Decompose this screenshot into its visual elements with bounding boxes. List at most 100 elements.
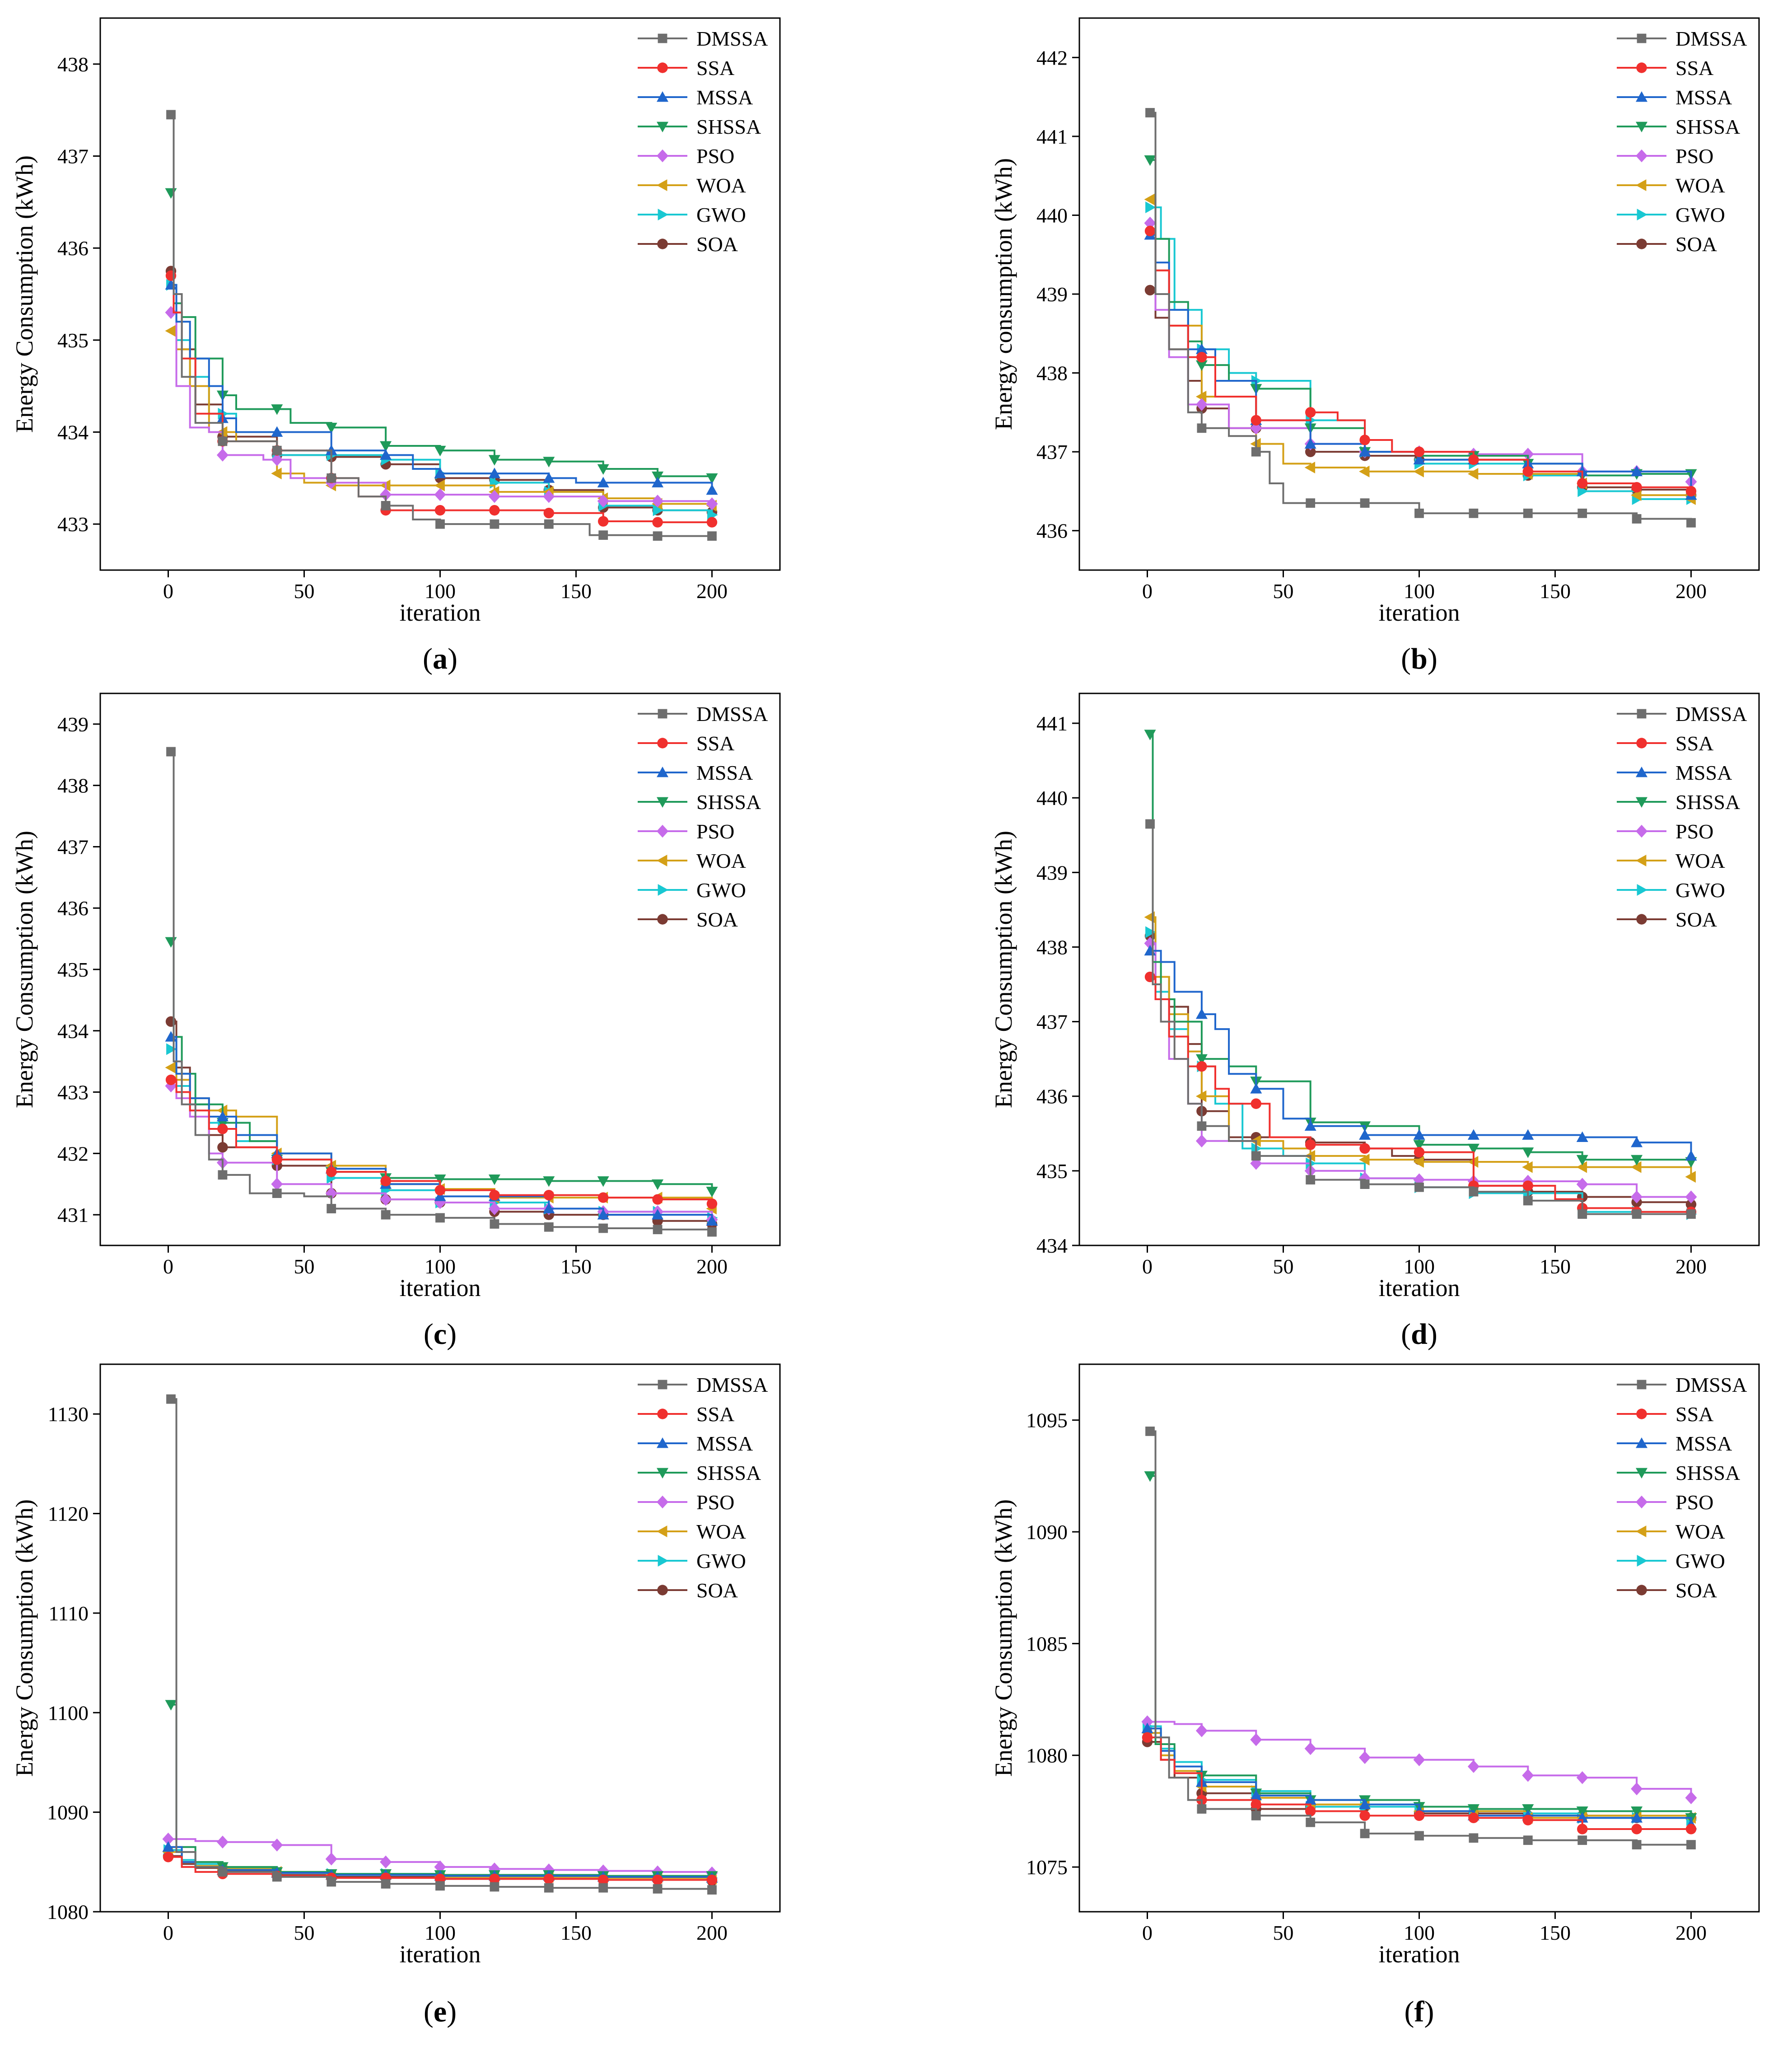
legend-entry-ssa: SSA	[696, 1403, 734, 1426]
y-tick-label: 439	[1036, 283, 1068, 306]
series-line-shssa	[1150, 1475, 1692, 1818]
y-tick-label: 1120	[48, 1502, 89, 1526]
data-point	[1469, 508, 1479, 518]
data-point	[544, 1222, 554, 1232]
legend: DMSSA SSA MSSA SHSSA PSO WOA GWO SOA	[1617, 27, 1747, 256]
y-tick-label: 1085	[1026, 1632, 1068, 1655]
data-point	[543, 1203, 555, 1213]
data-point	[1523, 1196, 1533, 1206]
x-tick-label: 200	[1675, 1255, 1707, 1278]
y-tick-label: 433	[57, 1081, 89, 1104]
data-point	[1631, 1782, 1643, 1796]
panel-letter: c	[434, 1318, 447, 1351]
x-axis-label: iteration	[1379, 1274, 1460, 1301]
data-point	[1685, 1791, 1697, 1805]
series-shssa	[1144, 155, 1697, 482]
legend-entry-dmssa: DMSSA	[696, 1373, 768, 1396]
y-axis-label: Energy Consumption (kWh)	[990, 831, 1017, 1108]
legend-entry-shssa: SHSSA	[1675, 115, 1740, 138]
data-point	[1631, 465, 1643, 477]
x-tick-label: 100	[1404, 1255, 1435, 1278]
legend-marker	[1636, 122, 1647, 132]
series-ssa	[165, 1074, 718, 1209]
data-point	[1359, 1810, 1370, 1821]
data-point	[1195, 1054, 1208, 1065]
legend-marker	[1636, 179, 1647, 191]
data-point	[272, 1872, 282, 1882]
data-point	[597, 1209, 609, 1220]
data-point	[706, 517, 718, 528]
y-tick-label: 435	[57, 958, 89, 981]
data-point	[1631, 489, 1642, 501]
x-tick-label: 50	[294, 1255, 315, 1278]
x-tick-label: 150	[560, 1255, 592, 1278]
series-line-dmssa	[171, 1398, 713, 1890]
data-point	[1686, 518, 1696, 528]
series-line-mssa	[171, 1036, 713, 1221]
data-point	[488, 468, 500, 478]
legend-marker	[1636, 824, 1647, 838]
data-point	[1632, 1840, 1642, 1849]
data-point	[1522, 1161, 1533, 1173]
data-point	[1414, 1147, 1425, 1158]
legend-marker	[1636, 1526, 1647, 1537]
legend-marker	[658, 709, 667, 719]
data-point	[1197, 423, 1207, 433]
data-point	[434, 445, 446, 457]
data-point	[435, 519, 445, 529]
y-axis-label: Energy Consumption (kWh)	[11, 831, 38, 1108]
data-point	[543, 1176, 555, 1187]
data-point	[1359, 1154, 1370, 1166]
y-tick-label: 1075	[1026, 1856, 1068, 1879]
panel-letter: a	[433, 642, 448, 675]
data-point	[1576, 1178, 1588, 1191]
legend-entry-soa: SOA	[696, 1579, 738, 1602]
data-point	[1686, 1209, 1696, 1219]
series-line-mssa	[1150, 950, 1692, 1156]
data-point	[706, 1874, 718, 1886]
data-point	[1359, 465, 1370, 477]
data-point	[1632, 514, 1642, 524]
data-point	[490, 519, 499, 529]
data-point	[217, 1142, 228, 1153]
legend-entry-ssa: SSA	[696, 732, 734, 755]
data-point	[1577, 1824, 1588, 1834]
legend-entry-mssa: MSSA	[1675, 86, 1732, 109]
data-point	[1195, 1090, 1207, 1102]
data-point	[166, 1394, 176, 1404]
data-point	[1251, 1799, 1261, 1810]
data-point	[1360, 1829, 1370, 1839]
legend-marker	[657, 855, 667, 866]
plot-frame	[99, 1363, 781, 1913]
legend-entry-woa: WOA	[1675, 174, 1725, 197]
y-tick-label: 434	[57, 1020, 89, 1043]
legend: DMSSA SSA MSSA SHSSA PSO WOA GWO SOA	[1617, 702, 1747, 931]
data-point	[434, 505, 446, 516]
data-point	[706, 484, 718, 495]
x-tick-label: 200	[696, 1921, 728, 1944]
data-point	[218, 1170, 228, 1180]
data-point	[707, 1227, 717, 1237]
data-point	[434, 1174, 446, 1185]
series-line-ssa	[1147, 1736, 1691, 1830]
x-tick-label: 150	[1540, 1921, 1571, 1944]
x-tick-label: 150	[560, 580, 592, 603]
data-point	[1144, 971, 1156, 983]
data-point	[1522, 448, 1534, 461]
data-point	[1195, 1008, 1208, 1019]
data-point	[544, 1883, 554, 1893]
legend-entry-pso: PSO	[1675, 820, 1713, 843]
data-point	[707, 1885, 717, 1895]
y-tick-label: 1130	[48, 1403, 89, 1426]
legend-marker	[1636, 1585, 1647, 1596]
legend-marker	[657, 824, 668, 838]
legend-marker	[1636, 1468, 1647, 1479]
legend-marker	[1636, 914, 1647, 925]
legend-entry-soa: SOA	[696, 908, 738, 931]
series-shssa	[165, 188, 718, 484]
data-point	[1631, 1137, 1643, 1147]
data-point	[1631, 1161, 1642, 1173]
data-point	[543, 508, 555, 519]
y-tick-label: 441	[1036, 712, 1068, 735]
y-axis-label: Energy consumption (kWh)	[990, 158, 1017, 430]
